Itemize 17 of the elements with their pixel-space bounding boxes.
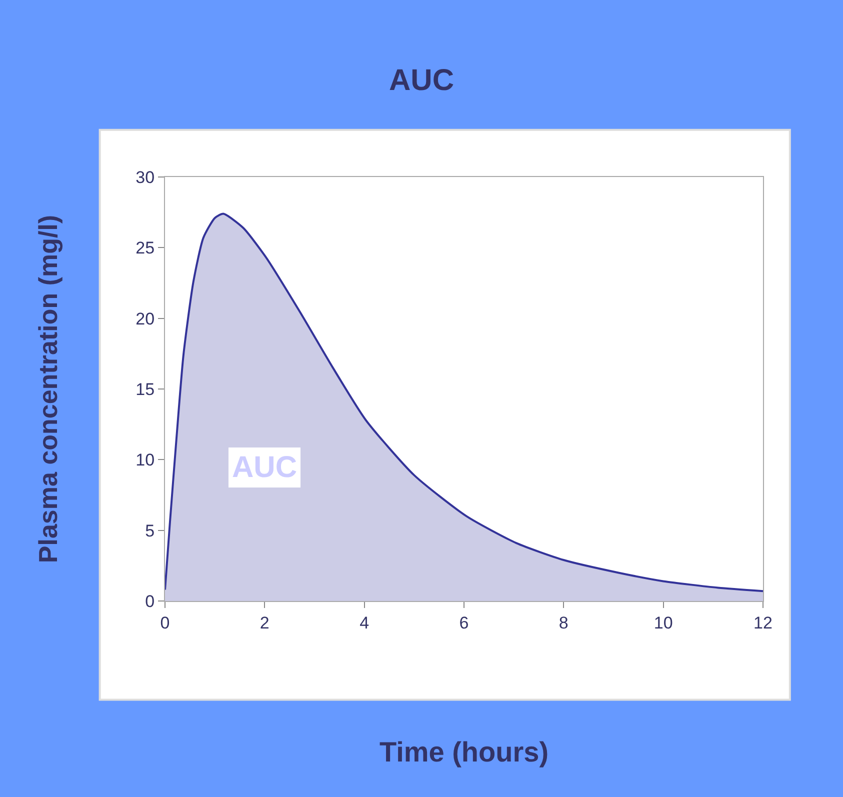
y-tick-label: 5 [145, 521, 155, 540]
x-tick-label: 4 [360, 613, 370, 632]
y-tick-label: 15 [136, 380, 155, 399]
x-tick-label: 12 [754, 613, 772, 632]
x-tick-label: 6 [459, 613, 469, 632]
y-tick-label: 20 [136, 309, 155, 328]
x-tick-label: 0 [160, 613, 170, 632]
y-tick-label: 10 [136, 450, 155, 470]
y-tick-label: 0 [145, 592, 155, 611]
y-tick-label: 25 [136, 238, 155, 258]
x-tick-label: 2 [260, 613, 270, 632]
x-axis-title: Time (hours) [379, 736, 549, 768]
x-tick-label: 8 [558, 613, 568, 632]
chart-title: AUC [389, 64, 454, 98]
x-tick-label: 10 [654, 613, 673, 632]
y-tick-label: 30 [136, 168, 155, 187]
y-axis-title: Plasma concentration (mg/l) [33, 214, 64, 564]
